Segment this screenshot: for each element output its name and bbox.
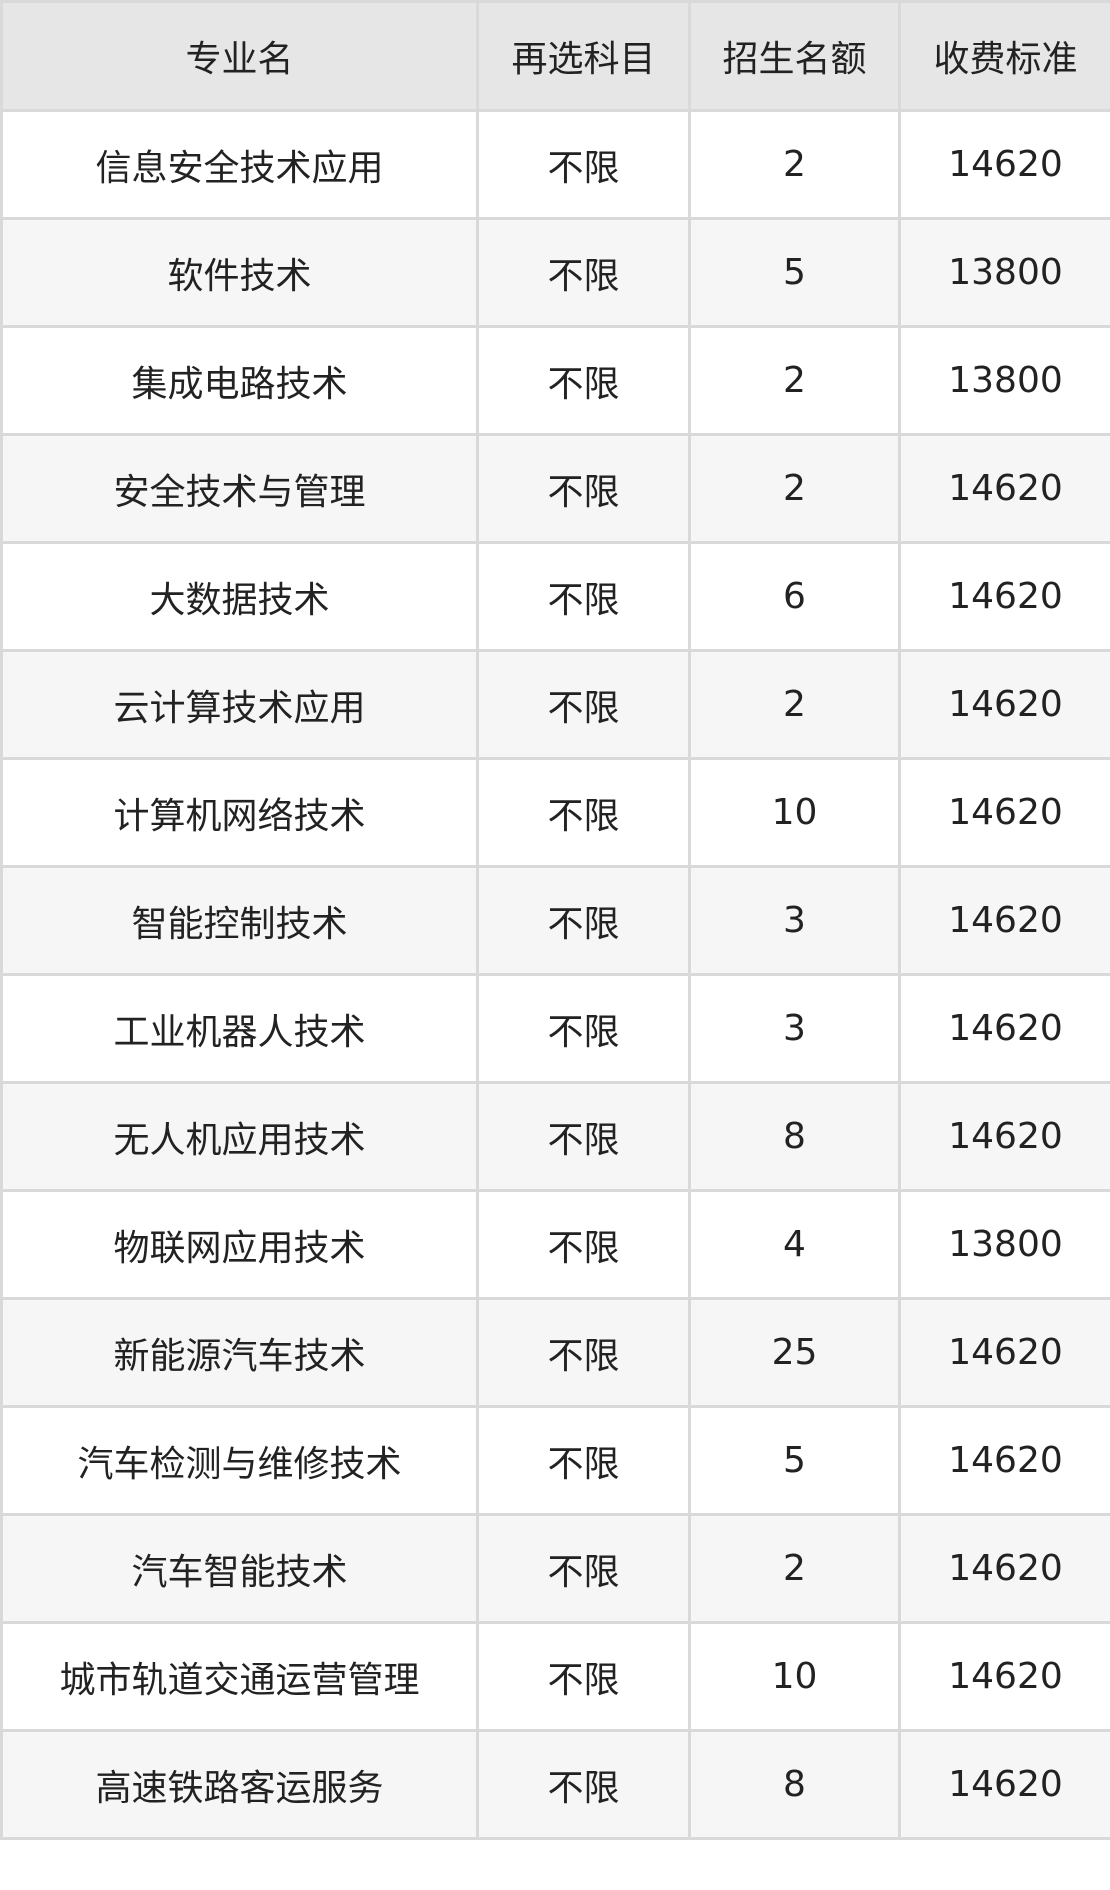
header-quota: 招生名额 [688,0,901,112]
table-row: 集成电路技术 不限 2 13800 [0,325,1110,436]
subject-requirement-cell: 不限 [476,1297,691,1408]
fee-cell: 14620 [898,757,1110,868]
quota-cell: 3 [688,973,901,1084]
major-name-cell: 集成电路技术 [0,325,479,436]
major-name-cell: 安全技术与管理 [0,433,479,544]
subject-requirement-cell: 不限 [476,1189,691,1300]
major-name-cell: 云计算技术应用 [0,649,479,760]
subject-requirement-cell: 不限 [476,1513,691,1624]
major-name-cell: 物联网应用技术 [0,1189,479,1300]
fee-cell: 13800 [898,1189,1110,1300]
fee-cell: 14620 [898,1081,1110,1192]
header-subject: 再选科目 [476,0,691,112]
table-row: 智能控制技术 不限 3 14620 [0,865,1110,976]
table-row: 信息安全技术应用 不限 2 14620 [0,109,1110,220]
major-name-cell: 汽车检测与维修技术 [0,1405,479,1516]
subject-requirement-cell: 不限 [476,109,691,220]
major-name-cell: 汽车智能技术 [0,1513,479,1624]
header-major: 专业名 [0,0,479,112]
table-row: 汽车智能技术 不限 2 14620 [0,1513,1110,1624]
quota-cell: 2 [688,433,901,544]
fee-cell: 14620 [898,1513,1110,1624]
quota-cell: 2 [688,649,901,760]
fee-cell: 14620 [898,1621,1110,1732]
table-row: 软件技术 不限 5 13800 [0,217,1110,328]
quota-cell: 5 [688,217,901,328]
fee-cell: 14620 [898,1729,1110,1840]
quota-cell: 8 [688,1081,901,1192]
table-row: 安全技术与管理 不限 2 14620 [0,433,1110,544]
major-name-cell: 高速铁路客运服务 [0,1729,479,1840]
fee-cell: 14620 [898,865,1110,976]
fee-cell: 13800 [898,325,1110,436]
quota-cell: 2 [688,1513,901,1624]
table-row: 工业机器人技术 不限 3 14620 [0,973,1110,1084]
subject-requirement-cell: 不限 [476,325,691,436]
quota-cell: 5 [688,1405,901,1516]
quota-cell: 10 [688,1621,901,1732]
subject-requirement-cell: 不限 [476,649,691,760]
subject-requirement-cell: 不限 [476,973,691,1084]
quota-cell: 2 [688,109,901,220]
fee-cell: 14620 [898,649,1110,760]
fee-cell: 14620 [898,1297,1110,1408]
table-row: 计算机网络技术 不限 10 14620 [0,757,1110,868]
fee-cell: 14620 [898,541,1110,652]
fee-cell: 14620 [898,433,1110,544]
subject-requirement-cell: 不限 [476,1729,691,1840]
table-row: 大数据技术 不限 6 14620 [0,541,1110,652]
major-name-cell: 大数据技术 [0,541,479,652]
quota-cell: 3 [688,865,901,976]
subject-requirement-cell: 不限 [476,217,691,328]
major-name-cell: 工业机器人技术 [0,973,479,1084]
fee-cell: 14620 [898,109,1110,220]
major-name-cell: 智能控制技术 [0,865,479,976]
major-name-cell: 无人机应用技术 [0,1081,479,1192]
quota-cell: 6 [688,541,901,652]
table-row: 汽车检测与维修技术 不限 5 14620 [0,1405,1110,1516]
fee-cell: 14620 [898,973,1110,1084]
major-enrollment-table: 专业名 再选科目 招生名额 收费标准 信息安全技术应用 不限 2 14620 软件技术不… [0,0,1110,1840]
major-name-cell: 新能源汽车技术 [0,1297,479,1408]
fee-cell: 13800 [898,217,1110,328]
table-row: 城市轨道交通运营管理 不限 10 14620 [0,1621,1110,1732]
subject-requirement-cell: 不限 [476,433,691,544]
table-row: 云计算技术应用 不限 2 14620 [0,649,1110,760]
subject-requirement-cell: 不限 [476,1405,691,1516]
table-row: 无人机应用技术 不限 8 14620 [0,1081,1110,1192]
major-name-cell: 计算机网络技术 [0,757,479,868]
quota-cell: 25 [688,1297,901,1408]
major-name-cell: 软件技术 [0,217,479,328]
subject-requirement-cell: 不限 [476,865,691,976]
subject-requirement-cell: 不限 [476,757,691,868]
subject-requirement-cell: 不限 [476,1621,691,1732]
table-row: 物联网应用技术 不限 4 13800 [0,1189,1110,1300]
subject-requirement-cell: 不限 [476,1081,691,1192]
quota-cell: 10 [688,757,901,868]
table-row: 新能源汽车技术 不限 25 14620 [0,1297,1110,1408]
quota-cell: 8 [688,1729,901,1840]
subject-requirement-cell: 不限 [476,541,691,652]
table-row: 高速铁路客运服务 不限 8 14620 [0,1729,1110,1840]
fee-cell: 14620 [898,1405,1110,1516]
quota-cell: 4 [688,1189,901,1300]
header-row: 专业名 再选科目 招生名额 收费标准 [0,0,1110,112]
quota-cell: 2 [688,325,901,436]
major-name-cell: 城市轨道交通运营管理 [0,1621,479,1732]
major-name-cell: 信息安全技术应用 [0,109,479,220]
header-fee: 收费标准 [898,0,1110,112]
